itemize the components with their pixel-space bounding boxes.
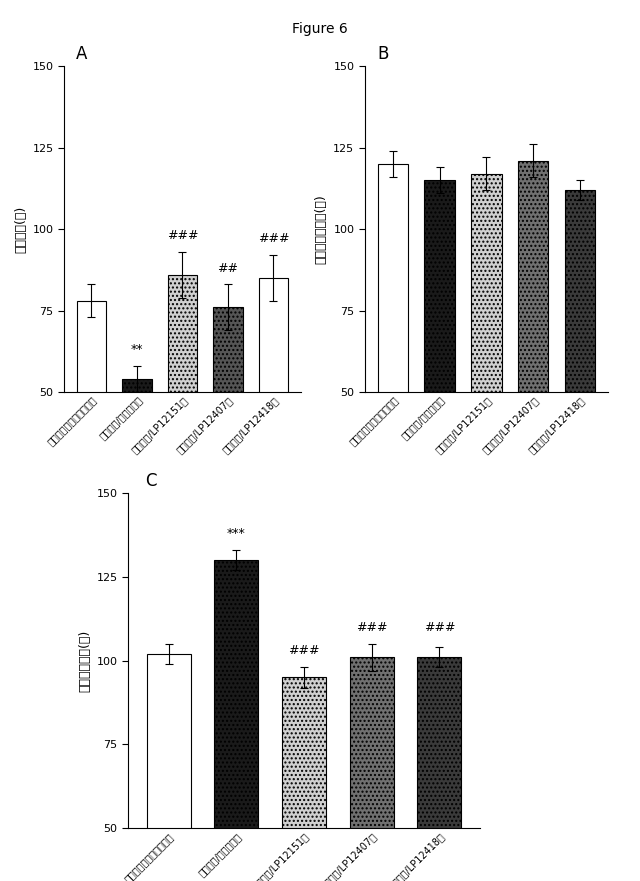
Text: ##: ## xyxy=(218,262,239,275)
Bar xyxy=(214,560,259,828)
Text: ###: ### xyxy=(356,621,387,634)
Bar xyxy=(564,190,595,392)
Bar xyxy=(349,657,394,828)
Bar xyxy=(417,657,461,828)
Bar xyxy=(282,677,326,828)
Y-axis label: もがき行動時間(秒): もがき行動時間(秒) xyxy=(315,194,328,264)
Text: Figure 6: Figure 6 xyxy=(292,22,348,36)
Text: ***: *** xyxy=(227,527,246,540)
Y-axis label: 水泳時間(秒): 水泳時間(秒) xyxy=(14,205,27,253)
Text: ###: ### xyxy=(424,621,455,634)
Bar xyxy=(471,174,502,392)
Bar xyxy=(77,300,106,392)
Bar xyxy=(259,278,288,392)
Y-axis label: 無動行動時間(秒): 無動行動時間(秒) xyxy=(78,630,91,692)
Bar xyxy=(147,654,191,828)
Bar xyxy=(168,275,197,392)
Text: A: A xyxy=(76,45,87,63)
Text: ###: ### xyxy=(288,644,320,657)
Bar xyxy=(378,164,408,392)
Text: ###: ### xyxy=(258,233,289,245)
Text: C: C xyxy=(146,472,157,490)
Text: **: ** xyxy=(131,344,143,356)
Bar xyxy=(424,180,455,392)
Bar xyxy=(213,307,243,392)
Text: B: B xyxy=(377,45,388,63)
Bar xyxy=(122,379,152,392)
Bar xyxy=(518,160,548,392)
Text: ###: ### xyxy=(166,229,198,242)
